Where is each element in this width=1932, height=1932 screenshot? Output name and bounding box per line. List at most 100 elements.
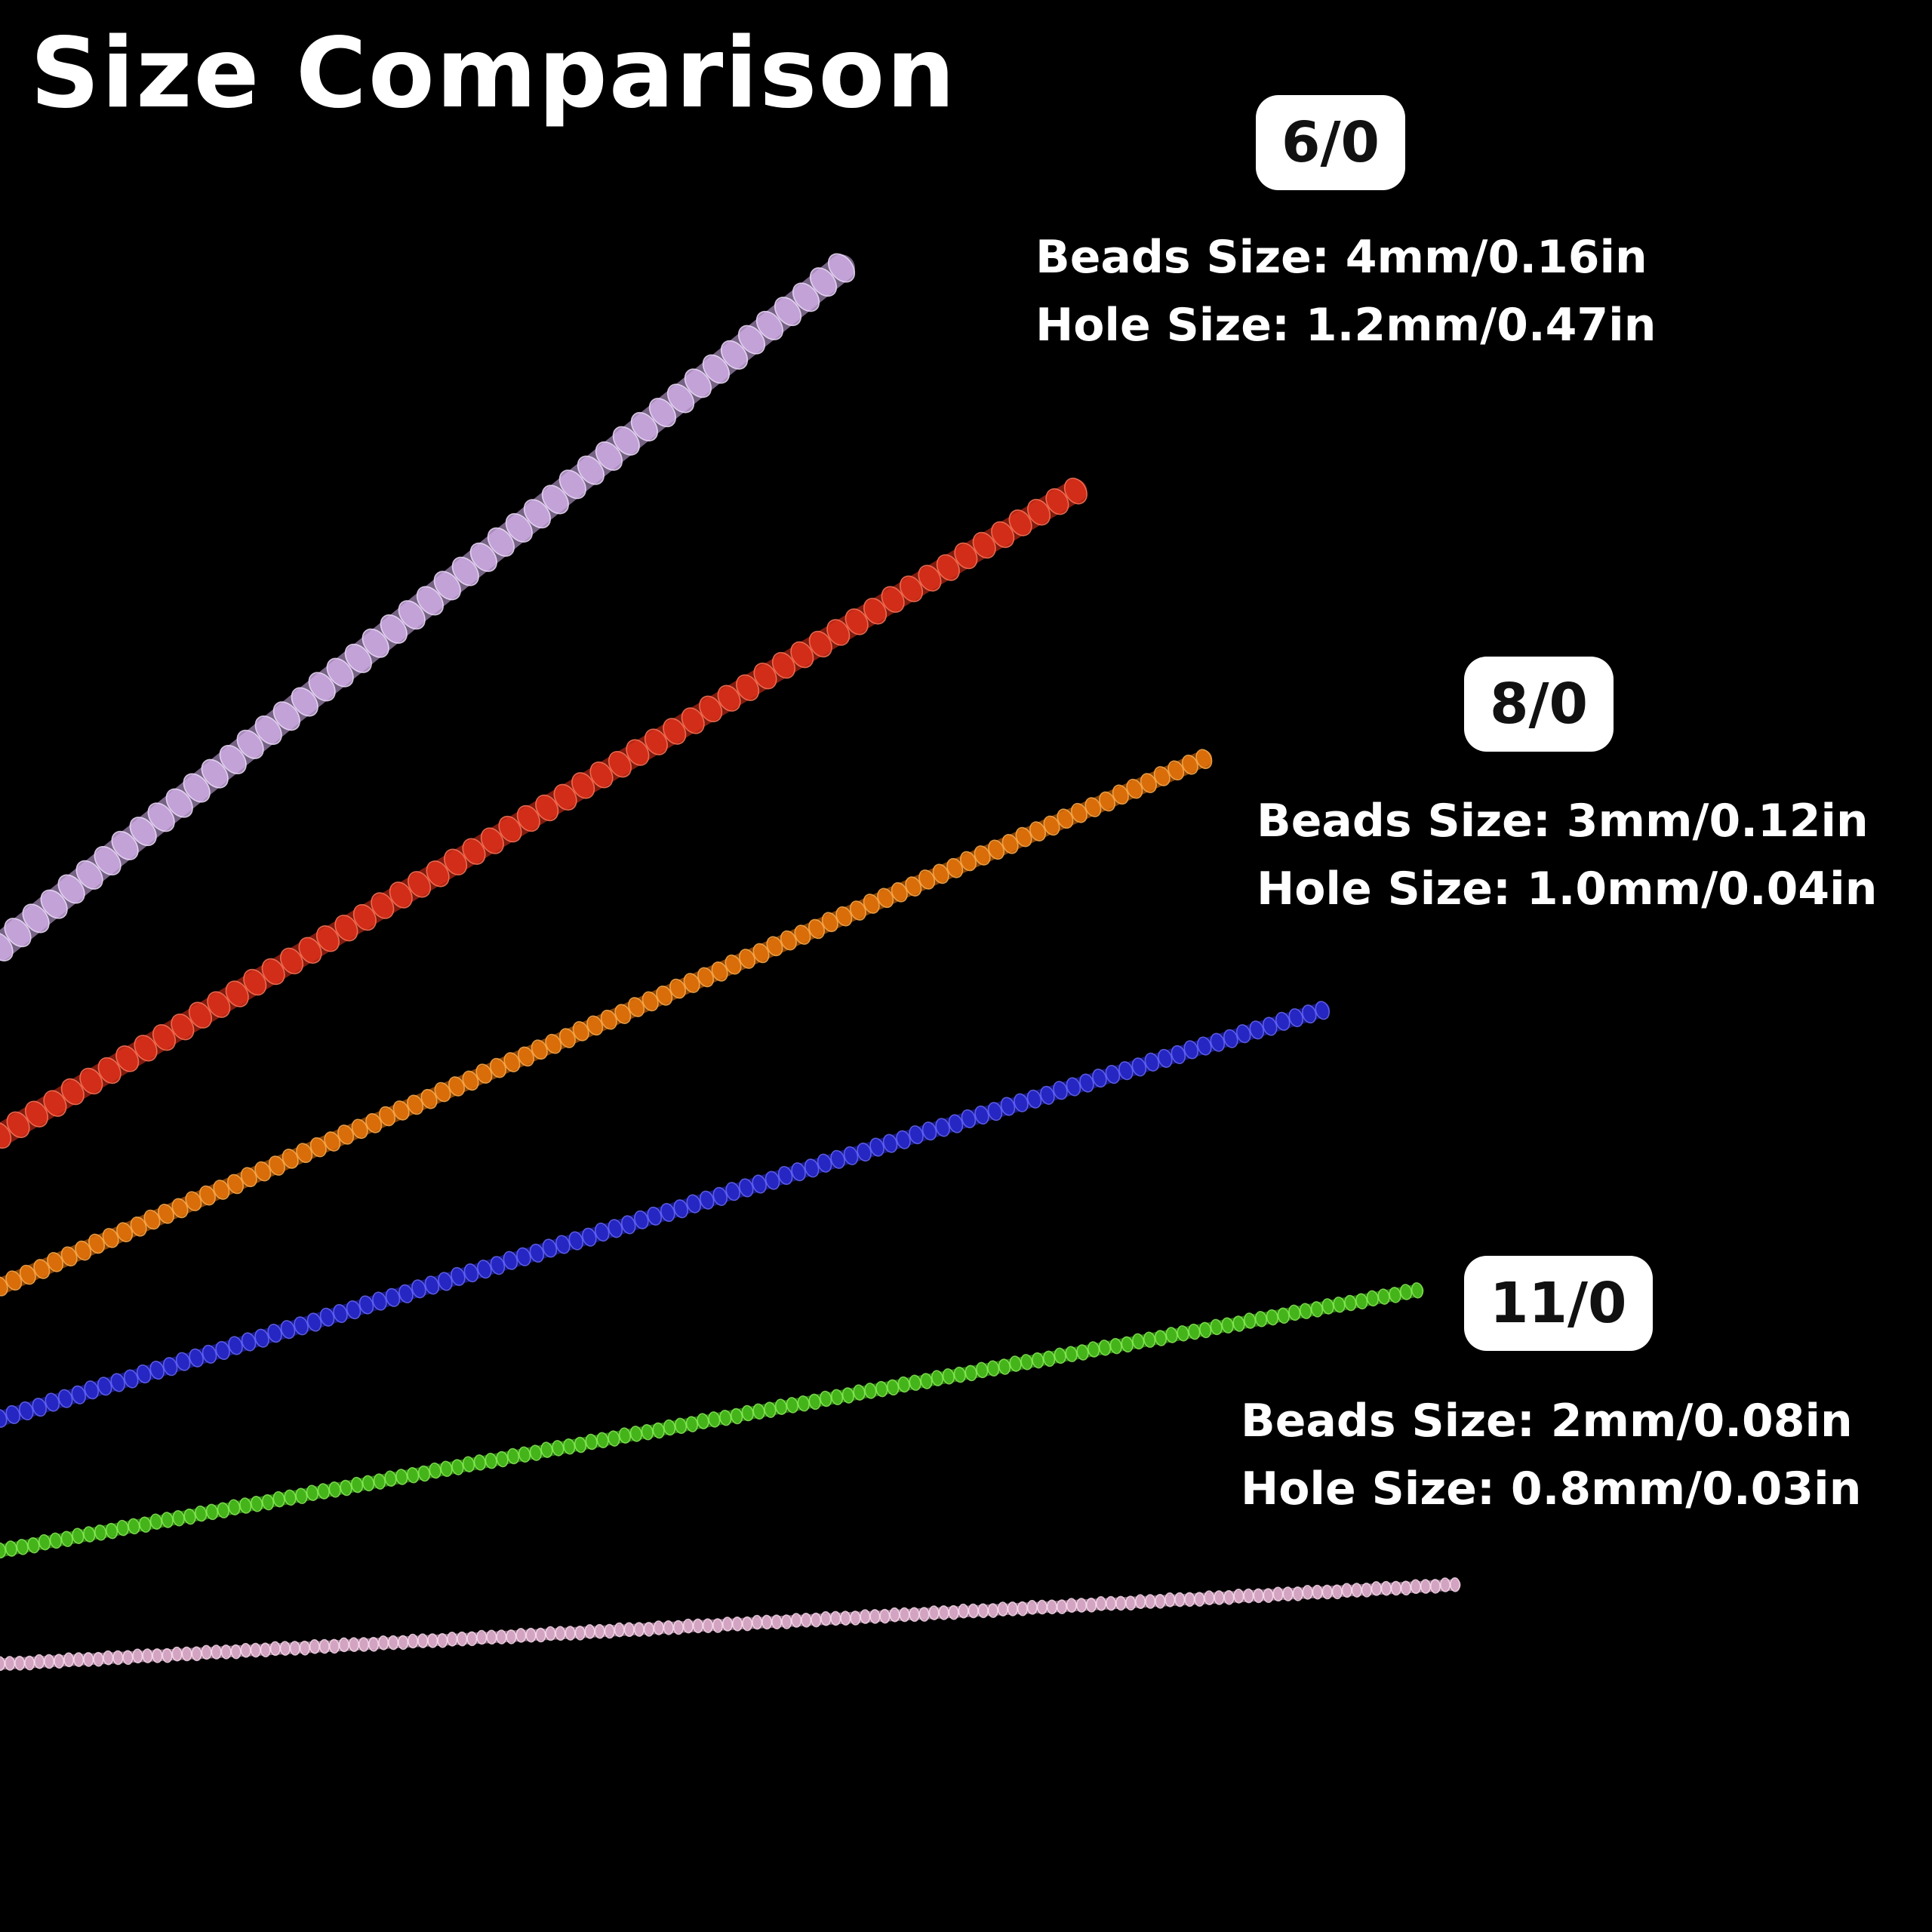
bead xyxy=(116,1222,134,1243)
bead xyxy=(506,1629,517,1644)
bead xyxy=(1292,1586,1303,1601)
beads-size-text: Beads Size: 2mm/0.08in xyxy=(1241,1395,1853,1447)
hole-size-text: Hole Size: 1.0mm/0.04in xyxy=(1257,863,1878,915)
bead xyxy=(545,1626,556,1641)
bead xyxy=(595,441,623,471)
bead xyxy=(1045,488,1069,515)
bead xyxy=(529,1243,545,1263)
bead xyxy=(935,1118,950,1137)
size-badge-8-0: 8/0 xyxy=(1464,657,1614,752)
bead xyxy=(254,715,282,746)
bead xyxy=(365,1112,383,1134)
bead xyxy=(463,1263,479,1283)
bead xyxy=(1321,1584,1333,1600)
bead xyxy=(84,1380,99,1400)
bead xyxy=(476,1629,488,1645)
bead xyxy=(899,575,924,602)
bead xyxy=(572,1021,589,1041)
bead xyxy=(143,1209,161,1230)
bead xyxy=(626,739,650,766)
bead xyxy=(1098,791,1116,812)
bead xyxy=(1075,1598,1088,1613)
bead xyxy=(427,1633,438,1648)
bead xyxy=(936,554,960,581)
bead xyxy=(648,398,677,428)
bead xyxy=(388,1635,399,1651)
bead xyxy=(699,695,723,723)
hole-size-text: Hole Size: 0.8mm/0.03in xyxy=(1241,1463,1862,1515)
bead xyxy=(462,838,486,865)
bead xyxy=(879,1608,891,1624)
bead xyxy=(817,1153,832,1173)
bead xyxy=(761,1614,773,1630)
bead xyxy=(213,1180,230,1200)
bead xyxy=(358,1295,374,1315)
bead xyxy=(338,1637,349,1653)
bead xyxy=(1214,1590,1225,1605)
bead xyxy=(987,1603,998,1618)
bead xyxy=(1014,1093,1029,1112)
bead xyxy=(243,968,267,996)
bead xyxy=(0,1408,8,1428)
bead xyxy=(344,643,372,673)
bead xyxy=(780,930,797,951)
bead xyxy=(398,600,426,630)
bead xyxy=(1204,1590,1215,1605)
bead xyxy=(5,1404,20,1424)
bead xyxy=(1095,1596,1106,1611)
bead xyxy=(681,707,705,734)
page-title: Size Comparison xyxy=(30,17,957,130)
bead xyxy=(291,687,318,717)
bead xyxy=(33,1259,51,1279)
bead xyxy=(672,1620,684,1635)
bead xyxy=(226,1174,245,1195)
bead xyxy=(781,1614,792,1629)
bead xyxy=(686,1194,702,1214)
bead xyxy=(1126,778,1143,799)
bead xyxy=(309,1639,320,1654)
bead xyxy=(826,619,851,646)
bead xyxy=(411,1279,426,1299)
spec-block-6-0: Beads Size: 4mm/0.16in Hole Size: 1.2mm/… xyxy=(1035,223,1656,359)
bead xyxy=(918,1607,930,1622)
bead xyxy=(863,598,888,625)
bead xyxy=(408,1633,419,1649)
bead xyxy=(75,860,103,890)
bead xyxy=(755,310,784,340)
bead xyxy=(790,641,814,669)
bead xyxy=(75,1240,92,1261)
bead xyxy=(236,729,264,759)
bead xyxy=(426,860,450,888)
bead xyxy=(469,542,497,572)
bead xyxy=(225,980,249,1008)
bead xyxy=(1429,1579,1441,1594)
bead xyxy=(794,924,811,945)
bead xyxy=(663,1620,674,1635)
bead xyxy=(240,1643,251,1658)
bead xyxy=(558,469,586,500)
bead xyxy=(1057,808,1074,829)
bead xyxy=(535,1627,546,1643)
bead xyxy=(1194,1592,1205,1607)
bead xyxy=(299,1641,310,1656)
bead xyxy=(115,1045,140,1072)
bead xyxy=(1084,797,1102,817)
bead xyxy=(443,848,468,875)
bead xyxy=(720,340,749,370)
bead xyxy=(416,586,445,616)
bead xyxy=(487,527,515,557)
bead xyxy=(1371,1581,1382,1596)
bead xyxy=(525,1627,537,1643)
bead xyxy=(568,1231,584,1251)
bead xyxy=(130,1216,147,1237)
bead xyxy=(202,1344,217,1364)
bead xyxy=(358,1637,370,1652)
bead xyxy=(614,1004,632,1024)
bead xyxy=(134,1035,158,1062)
bead xyxy=(333,1303,348,1324)
bead xyxy=(869,1609,881,1624)
bead xyxy=(881,586,905,614)
bead xyxy=(385,1287,401,1307)
bead xyxy=(731,1617,743,1632)
bead xyxy=(752,943,770,964)
